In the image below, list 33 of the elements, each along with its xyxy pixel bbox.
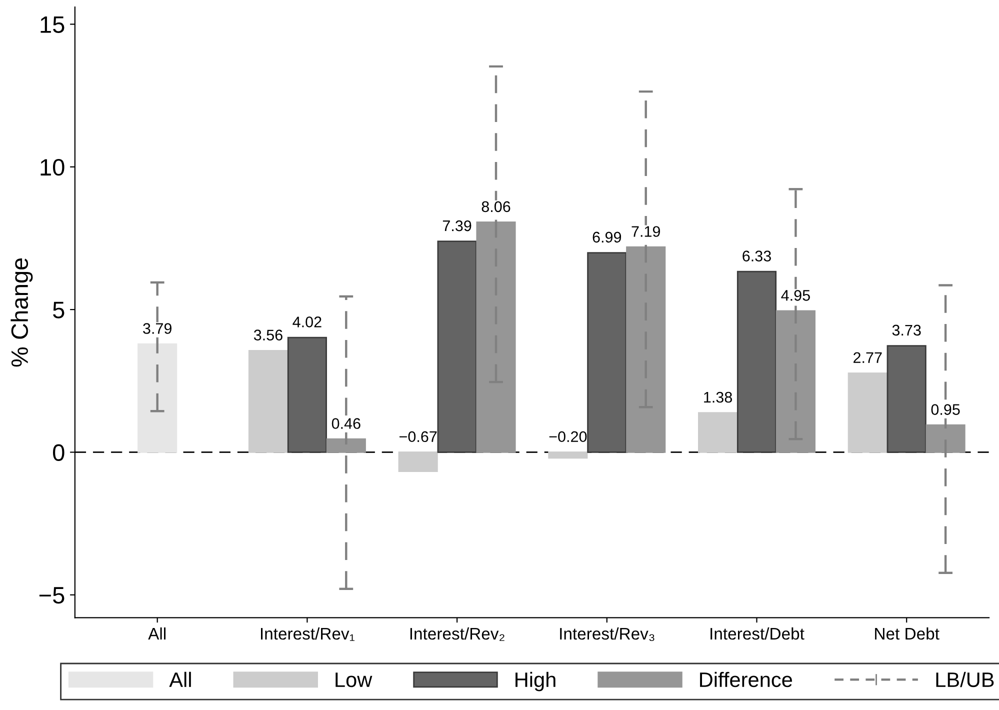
text: LB/UB (936, 672, 994, 688)
y-tick-label: 15 (40, 16, 64, 34)
data-label: 4.02 (292, 316, 322, 328)
data-label: 2.77 (854, 352, 882, 363)
y-tick-label: 10 (40, 158, 64, 176)
data-label: 0.46 (332, 418, 360, 429)
x-tick-label: All (148, 627, 166, 640)
data-label: 7.39 (442, 220, 472, 232)
x-tick-label: Interest/Rev₃ (560, 627, 654, 642)
x-tick-label: Interest/Debt (710, 627, 804, 640)
legend-label: All (169, 672, 191, 687)
y-tick-label: 5 (53, 302, 64, 318)
data-label: 1.38 (704, 392, 732, 403)
x-tick-label: Interest/Rev₁ (260, 627, 355, 641)
data-label: 0.95 (931, 404, 960, 415)
legend-label: High (516, 672, 556, 692)
data-label: −0.20 (549, 431, 587, 442)
data-label: 6.99 (592, 232, 622, 243)
legend-label: Difference (700, 672, 792, 688)
legend-label: Low (336, 672, 372, 688)
data-label: −0.67 (400, 431, 437, 442)
data-label: 3.79 (143, 323, 172, 334)
data-label: 8.06 (482, 201, 510, 212)
data-label: 7.19 (632, 226, 660, 237)
data-label: 3.56 (254, 330, 282, 340)
y-axis-title: % Change (10, 258, 33, 367)
y-tick-label: 0 (52, 444, 64, 461)
data-label: 4.95 (781, 290, 810, 301)
x-tick-label: Net Debt (875, 627, 940, 640)
data-label: 3.73 (892, 324, 921, 336)
x-tick-label: Interest/Rev₂ (410, 627, 504, 641)
y-tick-label: −5 (39, 587, 64, 604)
data-label: 6.33 (742, 250, 771, 262)
